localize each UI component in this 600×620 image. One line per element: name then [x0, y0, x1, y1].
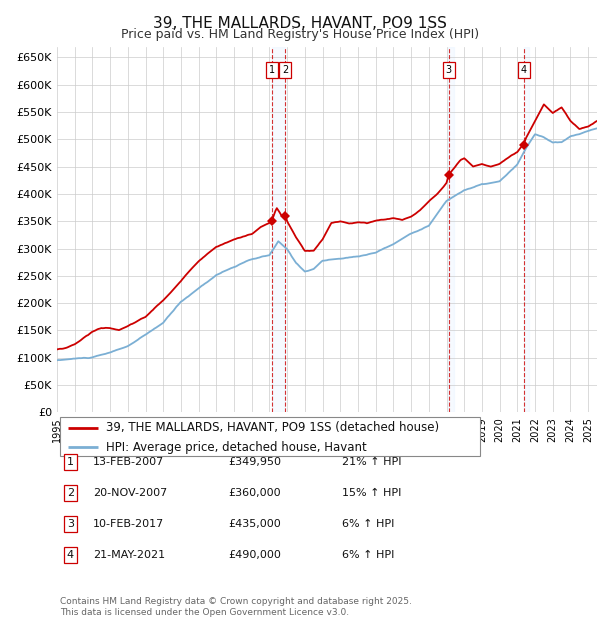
Text: £360,000: £360,000: [228, 488, 281, 498]
Text: 10-FEB-2017: 10-FEB-2017: [93, 519, 164, 529]
Text: Contains HM Land Registry data © Crown copyright and database right 2025.
This d: Contains HM Land Registry data © Crown c…: [60, 598, 412, 617]
FancyBboxPatch shape: [60, 417, 480, 456]
Text: 39, THE MALLARDS, HAVANT, PO9 1SS: 39, THE MALLARDS, HAVANT, PO9 1SS: [153, 16, 447, 30]
Text: 13-FEB-2007: 13-FEB-2007: [93, 457, 164, 467]
Text: 3: 3: [67, 519, 74, 529]
Text: £490,000: £490,000: [228, 550, 281, 560]
Text: 21-MAY-2021: 21-MAY-2021: [93, 550, 165, 560]
Text: £349,950: £349,950: [228, 457, 281, 467]
Bar: [448, 46, 454, 412]
Text: 3: 3: [446, 65, 452, 75]
Text: 2: 2: [282, 65, 289, 75]
Bar: [272, 46, 286, 412]
Text: 4: 4: [521, 65, 527, 75]
Text: 4: 4: [67, 550, 74, 560]
Bar: [524, 46, 529, 412]
Text: HPI: Average price, detached house, Havant: HPI: Average price, detached house, Hava…: [106, 441, 367, 454]
Text: 15% ↑ HPI: 15% ↑ HPI: [342, 488, 401, 498]
Text: 6% ↑ HPI: 6% ↑ HPI: [342, 519, 394, 529]
Text: 21% ↑ HPI: 21% ↑ HPI: [342, 457, 401, 467]
Text: 1: 1: [67, 457, 74, 467]
Text: 39, THE MALLARDS, HAVANT, PO9 1SS (detached house): 39, THE MALLARDS, HAVANT, PO9 1SS (detac…: [106, 421, 439, 434]
Text: 2: 2: [67, 488, 74, 498]
Text: 6% ↑ HPI: 6% ↑ HPI: [342, 550, 394, 560]
Text: 20-NOV-2007: 20-NOV-2007: [93, 488, 167, 498]
Text: 1: 1: [269, 65, 275, 75]
Text: £435,000: £435,000: [228, 519, 281, 529]
Text: Price paid vs. HM Land Registry's House Price Index (HPI): Price paid vs. HM Land Registry's House …: [121, 28, 479, 41]
